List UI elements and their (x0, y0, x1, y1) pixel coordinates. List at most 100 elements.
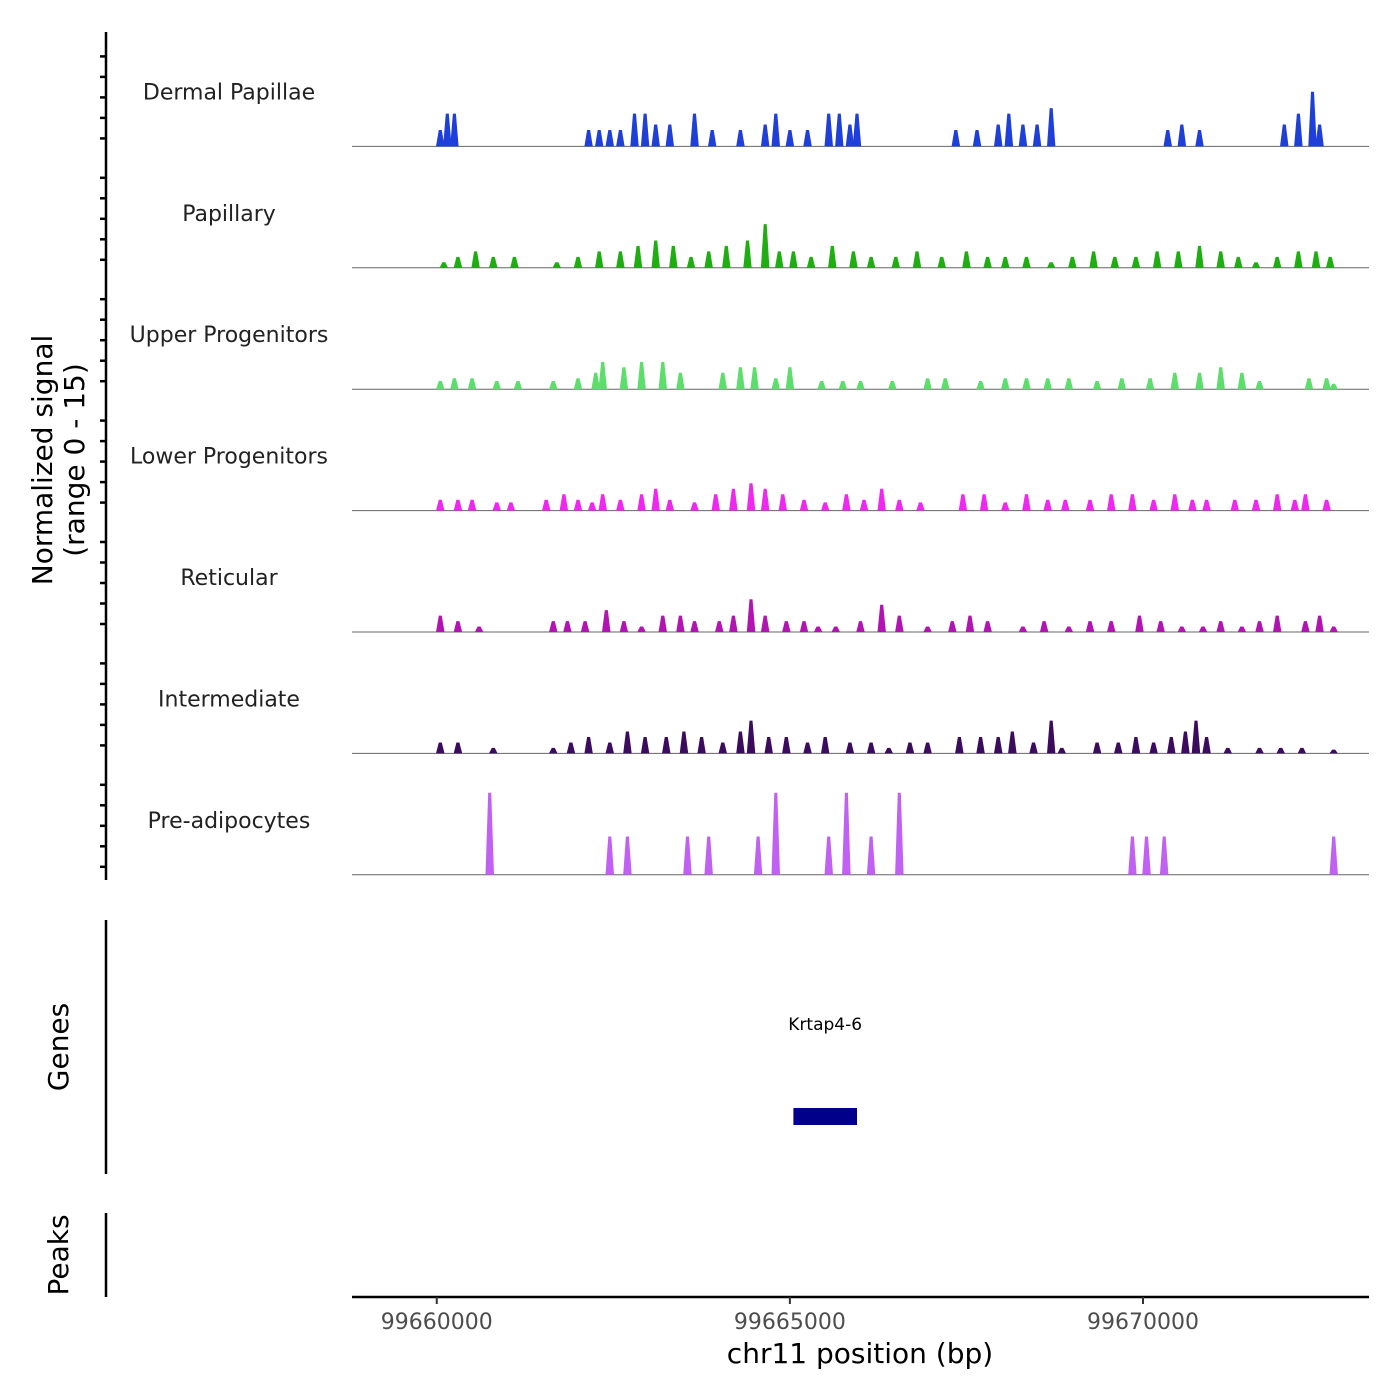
signal-peak (1294, 113, 1303, 147)
signal-peak (1032, 124, 1042, 147)
signal-peak (467, 499, 477, 511)
signal-peak (640, 737, 650, 754)
signal-peak (623, 836, 632, 875)
signal-peak (937, 256, 946, 268)
signal-peak (948, 621, 957, 632)
signal-peak (1294, 251, 1303, 268)
signal-peak (605, 742, 614, 754)
signal-peak (842, 494, 851, 511)
signal-peak (651, 124, 660, 147)
x-tick-label: 99660000 (381, 1310, 493, 1335)
signal-peak (1181, 731, 1190, 754)
signal-peak (573, 256, 583, 268)
signal-peak (584, 130, 593, 147)
signal-peak (1170, 372, 1179, 390)
signal-peak (559, 494, 569, 511)
signal-peak (771, 378, 780, 390)
signal-peak (598, 494, 607, 511)
signal-peak (573, 499, 583, 511)
signal-peak (821, 737, 830, 754)
signal-peak (686, 256, 696, 268)
signal-peak (838, 381, 848, 390)
signal-peak (789, 251, 798, 268)
signal-peak (602, 610, 611, 632)
signal-peak (972, 130, 982, 147)
signal-peak (828, 245, 837, 268)
signal-peak (799, 499, 809, 511)
signal-peak (683, 836, 692, 875)
signal-peak (1230, 499, 1239, 511)
signal-peak (1068, 256, 1077, 268)
signal-peak (760, 488, 770, 511)
signal-peak (1149, 742, 1158, 754)
signal-peak (1223, 747, 1232, 754)
signal-peak (1329, 626, 1338, 632)
signal-peak (821, 502, 830, 511)
signal-peak (1177, 626, 1187, 632)
signal-peak (912, 251, 922, 268)
signal-peak (450, 113, 459, 147)
signal-peak (856, 381, 865, 390)
signal-peak (1064, 626, 1074, 632)
signal-peak (651, 240, 660, 268)
signal-peak (976, 737, 985, 754)
signal-peak (513, 381, 523, 390)
signal-peak (662, 737, 671, 754)
signal-peak (630, 113, 639, 147)
signal-peak (1191, 720, 1201, 754)
signal-peak (1237, 626, 1247, 632)
signal-peak (552, 262, 561, 268)
signal-peak (852, 113, 862, 147)
signal-peak (1022, 256, 1031, 268)
x-tick-label: 99670000 (1087, 1310, 1199, 1335)
signal-peak (1202, 499, 1211, 511)
signal-peak (1163, 130, 1172, 147)
signal-peak (489, 747, 498, 754)
signal-peak (923, 626, 932, 632)
signal-peak (549, 381, 558, 390)
signal-peak (760, 615, 770, 632)
signal-peak (489, 256, 498, 268)
signal-peak (436, 130, 445, 147)
signal-peak (697, 737, 706, 754)
signal-peak (1177, 124, 1187, 147)
signal-peak (1039, 621, 1049, 632)
signal-peak (895, 615, 904, 632)
signal-peak (1156, 621, 1165, 632)
signal-peak (895, 792, 904, 875)
signal-peak (1234, 256, 1243, 268)
signal-peak (1304, 378, 1314, 390)
signal-peak (1216, 621, 1225, 632)
signal-peak (616, 499, 625, 511)
signal-peak (1117, 378, 1126, 390)
signal-peak (1276, 747, 1285, 754)
signal-peak (824, 113, 833, 147)
signal-peak (1315, 615, 1324, 632)
coverage-axis-ticks (100, 55, 106, 869)
signal-peak (510, 256, 519, 268)
signal-peak (1004, 113, 1014, 147)
signal-peak (785, 130, 795, 147)
signal-peak (1135, 615, 1144, 632)
signal-peak (775, 251, 784, 268)
signal-peak (1301, 494, 1310, 511)
signal-peak (1085, 621, 1095, 632)
signal-peak (1329, 749, 1338, 754)
signal-peak (866, 836, 876, 875)
signal-peak (676, 615, 685, 632)
signal-peak (704, 251, 713, 268)
signal-peak (453, 742, 463, 754)
signal-peak (605, 836, 614, 875)
signal-peak (679, 731, 689, 754)
signal-peak (605, 130, 614, 147)
signal-peak (994, 737, 1003, 754)
signal-peak (1195, 245, 1204, 268)
signal-peak (450, 378, 459, 390)
y-axis-title-line2: (range 0 - 15) (58, 363, 91, 557)
signal-peak (1174, 251, 1183, 268)
signal-peak (803, 130, 812, 147)
signal-peak (1255, 747, 1264, 754)
signal-peak (1159, 836, 1169, 875)
signal-peak (1273, 494, 1282, 511)
